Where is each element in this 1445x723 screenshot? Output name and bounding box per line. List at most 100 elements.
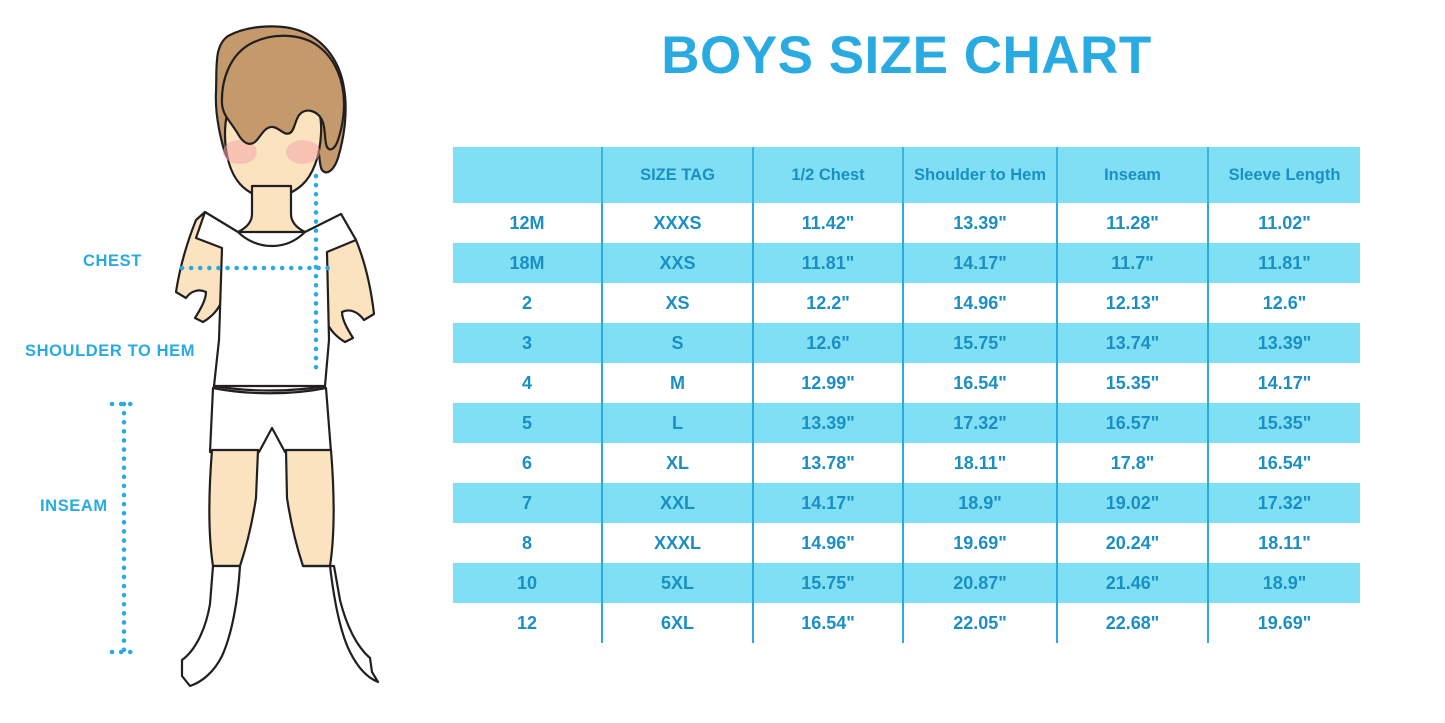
left-sock [180,564,242,688]
table-cell: 14.17" [1207,363,1360,403]
table-row: 5 L 13.39" 17.32" 16.57" 15.35" [453,403,1360,443]
table-cell: 18.9" [1207,563,1360,603]
table-cell: 21.46" [1056,563,1208,603]
table-cell: 12.99" [752,363,903,403]
table-cell: M [601,363,753,403]
table-cell: 16.54" [902,363,1057,403]
label-shoulder-to-hem: SHOULDER TO HEM [25,342,196,360]
table-cell: 11.42" [752,203,903,243]
column-header-sleeve-length: Sleeve Length [1207,147,1360,203]
column-header-shoulder-to-hem: Shoulder to Hem [902,147,1057,203]
cell-size: 8 [453,523,602,563]
table-row: 2 XS 12.2" 14.96" 12.13" 12.6" [453,283,1360,323]
right-leg [284,448,335,568]
cell-size: 12M [453,203,602,243]
table-cell: 12.6" [1207,283,1360,323]
table-row: 3 S 12.6" 15.75" 13.74" 13.39" [453,323,1360,363]
table-cell: 11.7" [1056,243,1208,283]
table-cell: 13.74" [1056,323,1208,363]
shirt-hem [212,384,327,392]
cell-size: 5 [453,403,602,443]
table-cell: XXXL [601,523,753,563]
table-cell: XL [601,443,753,483]
table-cell: 11.28" [1056,203,1208,243]
table-header-row: SIZE TAG 1/2 Chest Shoulder to Hem Insea… [453,147,1360,203]
table-cell: 22.68" [1056,603,1208,643]
label-inseam: INSEAM [40,497,108,515]
table-cell: 16.57" [1056,403,1208,443]
table-cell: 15.75" [902,323,1057,363]
table-cell: 13.39" [902,203,1057,243]
table-cell: 14.96" [902,283,1057,323]
table-cell: XXXS [601,203,753,243]
cell-size: 18M [453,243,602,283]
tshirt [194,210,358,388]
table-cell: 14.17" [752,483,903,523]
column-header-inseam: Inseam [1056,147,1208,203]
table-cell: XXS [601,243,753,283]
table-cell: 18.9" [902,483,1057,523]
table-cell: 22.05" [902,603,1057,643]
table-cell: 20.24" [1056,523,1208,563]
table-cell: 20.87" [902,563,1057,603]
cell-size: 2 [453,283,602,323]
table-cell: 19.69" [902,523,1057,563]
label-chest: CHEST [83,252,142,270]
shorts [208,386,333,454]
table-cell: 15.75" [752,563,903,603]
table-cell: 12.2" [752,283,903,323]
table-cell: 12.13" [1056,283,1208,323]
cell-size: 7 [453,483,602,523]
table-cell: 12.6" [752,323,903,363]
size-chart-table: SIZE TAG 1/2 Chest Shoulder to Hem Insea… [453,147,1360,643]
table-cell: 18.11" [1207,523,1360,563]
table-row: 6 XL 13.78" 18.11" 17.8" 16.54" [453,443,1360,483]
cell-size: 3 [453,323,602,363]
table-cell: 11.81" [1207,243,1360,283]
table-cell: L [601,403,753,443]
table-cell: 13.39" [752,403,903,443]
table-cell: 19.69" [1207,603,1360,643]
table-cell: XXL [601,483,753,523]
table-cell: 17.32" [1207,483,1360,523]
table-cell: 19.02" [1056,483,1208,523]
right-sock [301,564,380,684]
table-row: 10 5XL 15.75" 20.87" 21.46" 18.9" [453,563,1360,603]
table-cell: S [601,323,753,363]
cell-size: 12 [453,603,602,643]
table-cell: 11.02" [1207,203,1360,243]
cell-size: 4 [453,363,602,403]
column-header-size-tag: SIZE TAG [601,147,753,203]
hair-bangs [220,34,346,151]
table-row: 4 M 12.99" 16.54" 15.35" 14.17" [453,363,1360,403]
table-cell: 18.11" [902,443,1057,483]
table-cell: XS [601,283,753,323]
table-cell: 14.17" [902,243,1057,283]
left-leg [208,448,260,568]
table-row: 12M XXXS 11.42" 13.39" 11.28" 11.02" [453,203,1360,243]
table-cell: 15.35" [1207,403,1360,443]
table-row: 7 XXL 14.17" 18.9" 19.02" 17.32" [453,483,1360,523]
table-cell: 14.96" [752,523,903,563]
column-header-half-chest: 1/2 Chest [752,147,903,203]
table-cell: 16.54" [1207,443,1360,483]
table-cell: 17.8" [1056,443,1208,483]
table-cell: 5XL [601,563,753,603]
cell-size: 10 [453,563,602,603]
blush-left [223,140,257,164]
table-row: 8 XXXL 14.96" 19.69" 20.24" 18.11" [453,523,1360,563]
page-title: BOYS SIZE CHART [661,26,1152,85]
table-row: 12 6XL 16.54" 22.05" 22.68" 19.69" [453,603,1360,643]
table-cell: 17.32" [902,403,1057,443]
table-body: 12M XXXS 11.42" 13.39" 11.28" 11.02" 18M XXS 11.… [453,203,1360,643]
blush-right [286,140,320,164]
table-cell: 16.54" [752,603,903,643]
table-row: 18M XXS 11.81" 14.17" 11.7" 11.81" [453,243,1360,283]
table-cell: 13.39" [1207,323,1360,363]
neck [236,184,307,234]
table-cell: 11.81" [752,243,903,283]
boy-figure-illustration: CHEST SHOULDER TO HEM INSEAM [0,0,453,723]
table-cell: 13.78" [752,443,903,483]
table-cell: 6XL [601,603,753,643]
